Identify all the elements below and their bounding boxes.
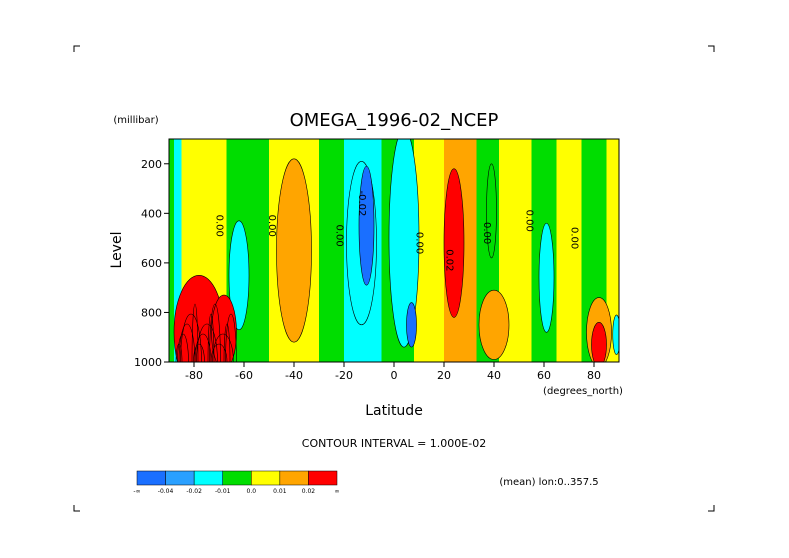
contour-band-17 (606, 139, 619, 362)
contour-line-1 (177, 333, 189, 362)
contour-region-1 (228, 220, 250, 331)
colorbar-label-3: -0.01 (215, 488, 231, 495)
colorbar-label-1: -0.04 (158, 488, 174, 495)
y-tick-label-3: 800 (141, 306, 162, 319)
x-axis-ticks: -80 -60 -40 -20 0 20 40 60 80 (185, 362, 601, 382)
contour-label-8: 0.00 (569, 227, 580, 249)
contour-band-0 (169, 139, 174, 362)
x-tick-label-8: 80 (587, 369, 601, 382)
colorbar: -∞ -0.04 -0.02 -0.01 0.0 0.01 0.02 ∞ (133, 470, 340, 495)
contour-labels: 0.00 0.00 0.00 -0.02 0.00 0.02 0.00 0.00 0.00 (214, 190, 580, 271)
y-tick-label-0: 200 (141, 158, 162, 171)
y-axis-label: Level (109, 232, 125, 269)
colorbar-swatch-4 (251, 470, 281, 486)
contour-line-6 (194, 333, 212, 362)
x-tick-label-7: 60 (537, 369, 551, 382)
contour-line-13 (225, 313, 237, 362)
contour-region-4 (388, 139, 420, 348)
contour-line-2 (178, 323, 196, 362)
contour-line-7 (196, 323, 218, 362)
contour-band-7 (319, 139, 344, 362)
contour-interval-text: CONTOUR INTERVAL = 1.000E-02 (302, 437, 486, 450)
colorbar-label-2: -0.02 (186, 488, 202, 495)
x-tick-label-0: -80 (185, 369, 203, 382)
contour-region-6 (443, 168, 465, 318)
plot-area (169, 139, 619, 362)
y-tick-label-4: 1000 (134, 356, 162, 369)
contour-band-1 (174, 139, 182, 362)
colorbar-swatch-0 (136, 470, 166, 486)
contour-region-11 (591, 322, 607, 362)
contour-region-3 (358, 165, 375, 286)
contour-band-15 (556, 139, 582, 362)
crop-marks (73, 45, 715, 512)
y-axis-units: (millibar) (113, 115, 158, 126)
contour-region-8 (486, 163, 497, 259)
contour-line-10 (210, 343, 228, 362)
contour-line-9 (209, 303, 221, 362)
x-tick-label-1: -60 (235, 369, 253, 382)
chart-title: OMEGA_1996-02_NCEP (290, 110, 499, 131)
colorbar-swatch-6 (308, 470, 338, 486)
contour-label-1: 0.00 (266, 215, 277, 237)
colorbar-label-6: 0.02 (302, 488, 316, 495)
y-tick-label-1: 400 (141, 207, 162, 220)
contour-label-5: 0.02 (444, 249, 455, 271)
contour-label-3: -0.02 (356, 190, 367, 216)
x-tick-label-3: -20 (335, 369, 353, 382)
x-tick-label-2: -40 (285, 369, 303, 382)
y-tick-label-2: 600 (141, 257, 162, 270)
x-axis-label: Latitude (365, 403, 423, 419)
contour-region-7 (478, 289, 510, 360)
contour-label-4: 0.00 (414, 232, 425, 254)
colorbar-label-5: 0.01 (273, 488, 287, 495)
contour-line-11 (212, 333, 234, 362)
colorbar-label-7: ∞ (335, 488, 340, 495)
colorbar-swatch-5 (279, 470, 309, 486)
contour-lines (175, 303, 237, 362)
contour-line-5 (193, 343, 205, 362)
contour-line-3 (180, 313, 202, 362)
contour-line-4 (191, 303, 199, 362)
contour-region-9 (538, 222, 555, 333)
contour-line-12 (223, 323, 231, 362)
x-tick-label-5: 20 (437, 369, 451, 382)
contour-label-0: 0.00 (214, 215, 225, 237)
contour-line-8 (207, 313, 215, 362)
contour-label-7: 0.00 (524, 210, 535, 232)
x-tick-label-6: 40 (487, 369, 501, 382)
colorbar-label-0: -∞ (133, 488, 140, 495)
x-axis-units: (degrees_north) (543, 386, 623, 397)
contour-label-2: 0.00 (334, 225, 345, 247)
colorbar-label-4: 0.0 (247, 488, 257, 495)
contour-label-6: 0.00 (481, 222, 492, 244)
y-axis-ticks: 200 400 600 800 1000 (134, 158, 169, 369)
contour-regions (173, 139, 619, 362)
contour-region-5 (406, 302, 417, 348)
contour-region-0 (276, 158, 312, 343)
mean-longitude-note: (mean) lon:0..357.5 (499, 477, 598, 488)
colorbar-swatch-3 (222, 470, 252, 486)
colorbar-swatch-1 (165, 470, 195, 486)
colorbar-swatch-2 (193, 470, 223, 486)
contour-region-12 (612, 314, 619, 355)
x-tick-label-4: 0 (391, 369, 398, 382)
